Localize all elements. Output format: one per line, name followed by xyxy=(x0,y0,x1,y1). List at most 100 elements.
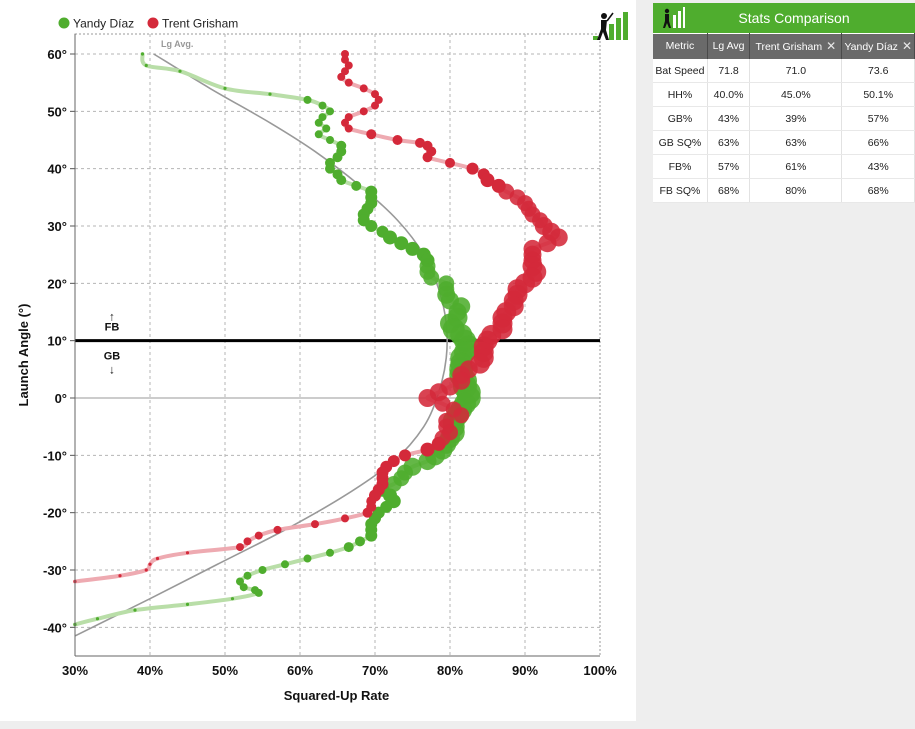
data-point[interactable] xyxy=(178,69,182,73)
close-icon[interactable]: ✕ xyxy=(901,39,912,53)
data-point[interactable] xyxy=(423,269,440,286)
legend-item-trent-grisham[interactable]: Trent Grisham xyxy=(147,17,239,31)
data-point[interactable] xyxy=(325,163,335,174)
data-point[interactable] xyxy=(344,113,353,122)
panel-title: Stats Comparison xyxy=(738,10,850,26)
data-point[interactable] xyxy=(466,162,479,175)
data-point[interactable] xyxy=(243,571,252,580)
data-point[interactable] xyxy=(258,566,267,574)
data-point[interactable] xyxy=(344,124,353,133)
data-point[interactable] xyxy=(394,236,409,251)
data-point[interactable] xyxy=(148,562,152,566)
legend-item-yandy-d-az[interactable]: Yandy Díaz xyxy=(58,17,135,31)
header-metric[interactable]: Metric xyxy=(653,33,708,59)
data-point[interactable] xyxy=(144,568,148,572)
data-point[interactable] xyxy=(311,520,319,529)
data-point[interactable] xyxy=(314,130,323,139)
data-point[interactable] xyxy=(344,61,353,70)
down-arrow-icon: ↓ xyxy=(109,363,115,377)
value-cell: 80% xyxy=(749,178,843,203)
data-point[interactable] xyxy=(359,107,368,116)
data-point[interactable] xyxy=(341,50,349,58)
data-point[interactable] xyxy=(343,542,354,553)
data-point[interactable] xyxy=(344,78,353,87)
data-point[interactable] xyxy=(359,84,368,93)
data-point[interactable] xyxy=(185,602,190,607)
data-point[interactable] xyxy=(95,617,100,621)
data-point[interactable] xyxy=(303,95,312,104)
metric-cell: FB SQ% xyxy=(653,178,708,203)
data-point[interactable] xyxy=(223,86,227,90)
data-point[interactable] xyxy=(341,67,349,76)
data-point[interactable] xyxy=(318,113,327,122)
data-point[interactable] xyxy=(314,118,323,127)
data-point[interactable] xyxy=(254,588,263,597)
data-point[interactable] xyxy=(337,72,346,81)
data-point[interactable] xyxy=(418,452,437,471)
data-point[interactable] xyxy=(332,152,343,163)
lg-avg-curve xyxy=(74,53,448,637)
data-point[interactable] xyxy=(420,442,435,457)
data-point[interactable] xyxy=(318,101,327,110)
header-lg-avg[interactable]: Lg Avg xyxy=(707,33,751,59)
data-point[interactable] xyxy=(118,574,122,578)
data-point[interactable] xyxy=(392,135,403,145)
data-point[interactable] xyxy=(538,234,557,253)
data-point[interactable] xyxy=(365,529,378,542)
value-cell: 39% xyxy=(749,106,843,131)
legend-marker xyxy=(58,17,70,29)
data-point[interactable] xyxy=(480,173,495,188)
data-point[interactable] xyxy=(281,560,289,569)
data-point[interactable] xyxy=(326,136,334,144)
data-point[interactable] xyxy=(385,476,402,492)
data-point[interactable] xyxy=(236,543,244,552)
y-tick-label: 0° xyxy=(55,391,67,406)
legend[interactable]: Yandy Díaz Trent Grisham xyxy=(58,17,239,31)
data-point[interactable] xyxy=(273,525,282,534)
data-point[interactable] xyxy=(268,92,272,96)
data-point[interactable] xyxy=(326,548,334,557)
data-point[interactable] xyxy=(243,537,252,546)
data-point[interactable] xyxy=(133,608,137,612)
value-cell: 43% xyxy=(841,154,915,179)
data-point[interactable] xyxy=(326,107,334,116)
data-point[interactable] xyxy=(371,90,379,99)
data-point[interactable] xyxy=(140,52,145,56)
fb-label: FB xyxy=(105,322,120,334)
value-cell: 63% xyxy=(707,130,751,155)
data-point[interactable] xyxy=(355,536,365,547)
data-point[interactable] xyxy=(239,583,248,592)
data-point[interactable] xyxy=(422,152,433,163)
header-label: Metric xyxy=(665,40,695,52)
data-point[interactable] xyxy=(303,554,312,563)
data-point[interactable] xyxy=(431,436,446,451)
value-cell: 57% xyxy=(707,154,751,179)
value-cell: 45.0% xyxy=(749,82,843,107)
data-point[interactable] xyxy=(399,449,411,462)
data-point[interactable] xyxy=(341,55,349,64)
data-point[interactable] xyxy=(415,137,425,148)
data-point[interactable] xyxy=(405,241,420,256)
data-point[interactable] xyxy=(254,531,263,540)
x-tick-label: 90% xyxy=(512,663,538,678)
data-point[interactable] xyxy=(230,597,235,601)
data-point[interactable] xyxy=(362,507,373,518)
data-point[interactable] xyxy=(185,551,190,555)
data-point[interactable] xyxy=(374,95,383,104)
data-point[interactable] xyxy=(155,556,160,561)
data-point[interactable] xyxy=(365,220,378,232)
data-point[interactable] xyxy=(236,577,244,586)
data-point[interactable] xyxy=(371,101,379,110)
data-point[interactable] xyxy=(144,63,148,68)
data-point[interactable] xyxy=(341,514,349,523)
close-icon[interactable]: ✕ xyxy=(826,39,837,53)
data-point[interactable] xyxy=(351,180,362,191)
data-point[interactable] xyxy=(336,175,347,186)
data-point[interactable] xyxy=(366,129,377,140)
data-point[interactable] xyxy=(418,389,437,407)
data-point[interactable] xyxy=(453,407,470,424)
data-point[interactable] xyxy=(341,118,349,127)
data-point[interactable] xyxy=(445,157,455,168)
data-point[interactable] xyxy=(322,124,331,133)
data-point[interactable] xyxy=(383,230,397,245)
